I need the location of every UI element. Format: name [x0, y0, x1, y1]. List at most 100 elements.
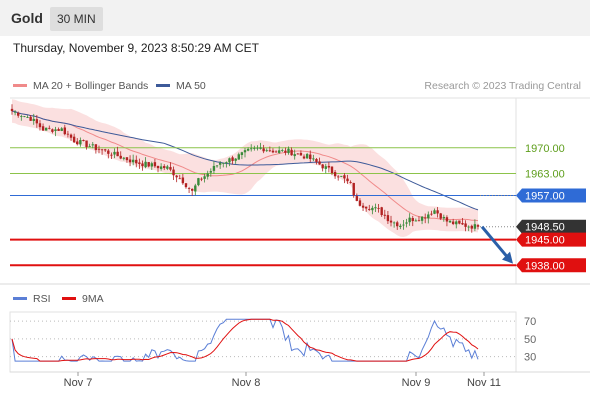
candle-body — [91, 144, 94, 146]
candle-body — [423, 217, 427, 219]
level-text: 1945.00 — [525, 235, 565, 247]
candle — [122, 156, 126, 161]
candle — [340, 175, 343, 178]
candle — [361, 202, 365, 211]
candle — [305, 152, 309, 159]
candle — [271, 148, 275, 154]
candle — [10, 104, 14, 115]
candle — [355, 193, 359, 202]
rsi-swatch — [13, 296, 27, 300]
candle — [38, 120, 42, 131]
candle-body — [340, 175, 343, 177]
candle-body — [333, 172, 337, 177]
candle — [346, 174, 349, 184]
candle-body — [330, 166, 334, 174]
candle — [256, 145, 259, 151]
candle — [399, 223, 402, 230]
candle — [352, 182, 355, 198]
candle-body — [125, 157, 129, 161]
candle-body — [225, 162, 228, 164]
level-text: 1938.00 — [525, 260, 565, 272]
candle — [218, 160, 222, 169]
candle-body — [246, 148, 250, 151]
candle — [72, 133, 76, 143]
timeframe-button[interactable]: 30 MIN — [50, 7, 103, 31]
candle — [131, 154, 135, 166]
x-tick-nov-7: Nov 7 — [64, 377, 93, 389]
candle — [222, 162, 225, 168]
candle-body — [467, 226, 470, 228]
candle-body — [104, 149, 107, 151]
candle-body — [156, 165, 160, 169]
candle-body — [228, 158, 231, 163]
ma20-line — [11, 110, 479, 222]
candle-body — [175, 175, 178, 178]
rsi-tick-50: 50 — [524, 334, 536, 346]
candle-body — [324, 166, 327, 169]
candle — [166, 164, 169, 171]
level-tag-bg — [516, 219, 586, 234]
candle — [427, 211, 430, 224]
candle-body — [218, 162, 222, 165]
legend-9ma: 9MA — [62, 293, 104, 305]
candle-body — [110, 154, 113, 156]
candle-body — [94, 144, 98, 150]
candle-body — [206, 173, 209, 177]
candle — [181, 173, 185, 185]
candle — [262, 144, 265, 154]
level-tag-bg — [516, 232, 586, 247]
candle-body — [200, 178, 203, 180]
candle — [203, 173, 206, 183]
candle-body — [451, 221, 455, 225]
candle-body — [399, 225, 402, 228]
candle-body — [458, 220, 461, 224]
candle-body — [79, 140, 82, 145]
candle — [296, 153, 300, 155]
candle — [293, 149, 296, 160]
candle — [442, 214, 446, 222]
candle — [184, 183, 188, 189]
candle — [17, 111, 20, 118]
ma9-swatch — [62, 296, 76, 300]
candle-body — [169, 167, 172, 170]
candle — [358, 198, 362, 207]
candle — [187, 186, 191, 193]
candle-body — [414, 220, 418, 222]
candle — [265, 148, 268, 153]
candle-body — [38, 123, 42, 128]
candle — [79, 137, 82, 147]
candle — [97, 145, 101, 154]
candle — [380, 206, 383, 217]
candle-body — [13, 111, 17, 113]
candle — [414, 218, 418, 222]
candle-body — [57, 129, 60, 131]
candle — [194, 183, 197, 196]
candle-body — [10, 108, 14, 112]
level-text: 1948.50 — [525, 222, 565, 234]
candle-body — [122, 157, 126, 159]
candle-body — [212, 165, 216, 171]
candle-body — [448, 220, 452, 223]
ma50-swatch — [156, 83, 170, 87]
candle-body — [203, 176, 206, 179]
candle-body — [60, 128, 63, 131]
candle — [23, 115, 26, 118]
candle — [147, 161, 150, 168]
candle — [250, 144, 253, 152]
candle-body — [305, 154, 309, 159]
candle — [231, 155, 234, 165]
candle — [100, 148, 104, 155]
level-label-1963.00: 1963.00 — [525, 168, 565, 180]
candle — [402, 219, 405, 230]
candle-body — [166, 166, 169, 169]
candle-body — [44, 127, 48, 131]
candle — [470, 224, 473, 233]
candle — [368, 204, 371, 211]
candle-body — [147, 162, 150, 167]
candle — [268, 146, 272, 153]
bollinger-band — [12, 99, 478, 237]
candle — [445, 215, 449, 227]
candle-body — [141, 163, 144, 167]
candle-body — [315, 159, 318, 162]
